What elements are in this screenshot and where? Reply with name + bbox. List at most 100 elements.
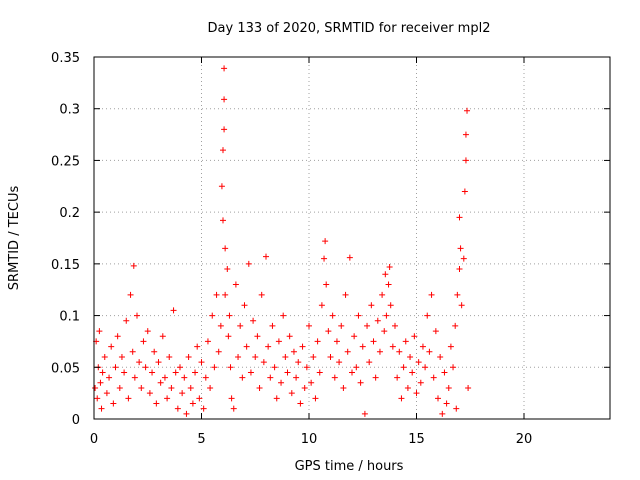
- data-point: [432, 328, 439, 335]
- data-point: [417, 379, 424, 386]
- data-point: [364, 322, 371, 329]
- y-tick-label: 0.2: [59, 206, 80, 221]
- data-point: [183, 410, 190, 417]
- data-point: [282, 353, 289, 360]
- data-point: [174, 405, 181, 412]
- data-point: [336, 359, 343, 366]
- x-tick-label: 15: [408, 432, 425, 447]
- data-point: [349, 369, 355, 376]
- data-point: [225, 333, 232, 340]
- data-point: [202, 374, 209, 381]
- data-point: [94, 395, 101, 402]
- data-point: [131, 374, 138, 381]
- data-point: [445, 384, 452, 391]
- data-point: [220, 217, 226, 224]
- data-point: [462, 157, 469, 164]
- data-point: [118, 353, 125, 360]
- data-point: [301, 384, 308, 391]
- data-point: [308, 379, 315, 386]
- data-point: [221, 65, 228, 72]
- data-point: [457, 245, 464, 252]
- data-point: [392, 322, 398, 329]
- data-point: [222, 245, 229, 252]
- data-point: [192, 369, 199, 376]
- data-point: [400, 364, 407, 371]
- data-point: [200, 405, 207, 412]
- data-point: [297, 400, 304, 407]
- data-point: [306, 322, 312, 329]
- data-point: [424, 312, 431, 319]
- data-point: [256, 384, 263, 391]
- data-point: [155, 359, 162, 366]
- y-tick-label: 0.05: [51, 361, 80, 376]
- data-point: [411, 333, 418, 340]
- data-point: [415, 359, 422, 366]
- data-point: [170, 307, 177, 314]
- data-point: [218, 183, 225, 190]
- data-point: [383, 312, 390, 319]
- data-point: [346, 254, 353, 261]
- data-point: [460, 255, 467, 262]
- data-point: [443, 400, 450, 407]
- data-point: [235, 353, 242, 360]
- data-point: [351, 333, 358, 340]
- data-point: [269, 322, 276, 329]
- data-point: [374, 317, 381, 324]
- data-point: [179, 390, 186, 397]
- data-point: [114, 333, 121, 340]
- data-point: [194, 343, 201, 350]
- data-point: [318, 302, 325, 309]
- data-point: [293, 374, 300, 381]
- data-point: [123, 317, 130, 324]
- data-point: [220, 147, 226, 154]
- data-point: [462, 131, 469, 138]
- data-point: [97, 379, 104, 386]
- data-point: [254, 333, 261, 340]
- data-point: [465, 384, 472, 391]
- data-point: [409, 369, 416, 376]
- axis-tick-labels: 0 5 10 15 20 0 0.05 0.1 0.15 0.2 0.25 0.3 0.35: [51, 51, 532, 447]
- data-point: [437, 353, 444, 360]
- data-point: [454, 291, 461, 298]
- data-point: [243, 343, 250, 350]
- data-point: [389, 343, 396, 350]
- data-point: [381, 328, 388, 335]
- y-tick-label: 0.15: [51, 258, 80, 273]
- data-point: [271, 364, 278, 371]
- data-point: [177, 364, 183, 371]
- data-point: [260, 359, 267, 366]
- data-point: [157, 379, 164, 386]
- data-point: [172, 369, 179, 376]
- data-point: [129, 348, 136, 355]
- data-point: [402, 338, 409, 345]
- data-point: [149, 369, 156, 376]
- data-point: [96, 328, 103, 335]
- data-point: [327, 353, 334, 360]
- data-point: [241, 302, 248, 309]
- data-point: [288, 390, 295, 397]
- data-point: [340, 384, 347, 391]
- data-point: [385, 281, 392, 288]
- data-point: [144, 328, 151, 335]
- data-point: [382, 271, 389, 278]
- data-point: [386, 263, 393, 270]
- data-point: [211, 364, 218, 371]
- data-point: [226, 312, 233, 319]
- data-point: [106, 374, 113, 381]
- data-point: [342, 291, 349, 298]
- data-point: [447, 343, 454, 350]
- y-tick-label: 0.1: [59, 310, 80, 325]
- data-point: [215, 348, 222, 355]
- y-tick-label: 0.25: [51, 154, 80, 169]
- data-point: [250, 317, 257, 324]
- data-point: [232, 281, 239, 288]
- data-point: [355, 312, 362, 319]
- data-point: [422, 364, 429, 371]
- chart-title: Day 133 of 2020, SRMTID for receiver mpl…: [208, 21, 491, 36]
- data-point: [217, 322, 224, 329]
- data-point: [228, 395, 235, 402]
- data-point: [344, 348, 351, 355]
- data-point: [161, 374, 168, 381]
- data-point: [196, 395, 203, 402]
